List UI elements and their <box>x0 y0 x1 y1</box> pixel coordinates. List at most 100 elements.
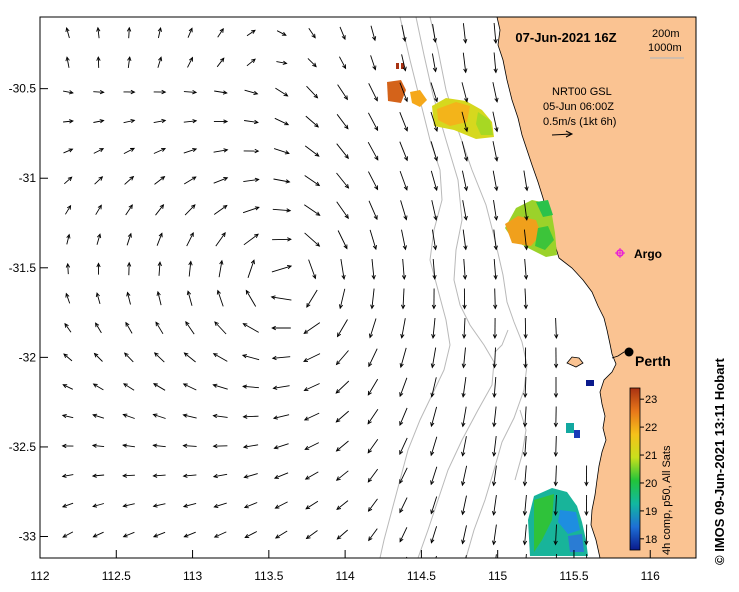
current-arrow <box>369 318 377 338</box>
current-arrowhead <box>271 355 277 361</box>
argo-marker <box>615 248 625 258</box>
current-arrowhead <box>344 124 349 130</box>
current-arrowhead <box>161 89 167 95</box>
current-arrowhead <box>492 451 497 457</box>
current-arrowhead <box>494 127 499 133</box>
current-arrowhead <box>344 183 350 189</box>
current-arrow <box>493 258 497 280</box>
current-arrowhead <box>270 295 276 300</box>
credit-text: © IMOS 09-Jun-2021 13:11 Hobart <box>712 358 727 565</box>
current-arrowhead <box>584 511 589 517</box>
current-arrowhead <box>192 147 198 153</box>
current-arrowhead <box>161 118 167 124</box>
x-tick-label: 112.5 <box>102 569 131 583</box>
current-arrow <box>525 553 527 558</box>
current-arrowhead <box>182 503 188 508</box>
current-arrow <box>431 347 437 368</box>
current-arrowhead <box>152 413 158 418</box>
current-arrowhead <box>430 422 435 428</box>
colorbar-tick-label: 22 <box>645 422 657 434</box>
current-arrow <box>64 561 73 567</box>
current-arrow <box>64 323 72 333</box>
current-arrow <box>367 378 379 396</box>
current-arrowhead <box>553 452 558 458</box>
current-arrowhead <box>62 384 68 389</box>
current-arrowhead <box>403 215 408 221</box>
current-arrow <box>93 120 104 123</box>
current-arrowhead <box>315 181 321 187</box>
current-arrow <box>213 205 228 215</box>
current-arrow <box>97 27 100 39</box>
current-arrowhead <box>96 26 101 32</box>
current-arrow <box>462 377 467 397</box>
current-arrow <box>275 87 288 97</box>
current-arrow <box>308 27 316 39</box>
current-arrowhead <box>462 275 468 281</box>
current-arrowhead <box>335 360 341 366</box>
current-arrow <box>336 172 349 189</box>
current-arrow <box>246 58 256 67</box>
current-arrow <box>127 57 131 68</box>
current-arrow <box>185 561 196 567</box>
current-arrow <box>336 500 349 510</box>
current-arrowhead <box>156 290 161 296</box>
current-arrow <box>367 408 379 425</box>
current-arrowhead <box>461 510 466 516</box>
current-arrowhead <box>493 215 499 221</box>
current-arrowhead <box>122 503 128 508</box>
current-arrowhead <box>67 176 73 182</box>
current-arrowhead <box>254 206 260 211</box>
current-arrow <box>95 205 102 215</box>
current-arrow <box>245 290 257 307</box>
colorbar-ticks: 18 19 20 21 22 23 <box>640 394 657 546</box>
current-arrow <box>399 497 408 513</box>
current-arrowhead <box>62 533 68 538</box>
current-arrowhead <box>304 445 310 450</box>
current-arrowhead <box>494 156 499 162</box>
current-arrowhead <box>303 387 309 392</box>
current-arrowhead <box>130 147 136 152</box>
current-arrowhead <box>462 569 465 573</box>
garden-island <box>566 356 584 368</box>
current-arrow <box>401 318 406 338</box>
current-arrowhead <box>461 392 466 398</box>
current-arrowhead <box>285 179 291 184</box>
current-arrow <box>244 531 258 538</box>
current-arrowhead <box>243 474 249 479</box>
current-arrow <box>400 347 407 368</box>
current-arrow <box>63 90 73 94</box>
current-arrow <box>63 353 73 362</box>
current-arrowhead <box>191 176 197 181</box>
current-arrow <box>96 234 101 245</box>
current-arrowhead <box>367 419 372 425</box>
current-arrow <box>214 531 227 538</box>
current-arrow <box>153 383 166 391</box>
current-arrowhead <box>65 262 71 268</box>
current-arrowhead <box>343 244 348 250</box>
current-arrow <box>339 56 346 69</box>
current-arrow <box>187 291 193 306</box>
current-arrowhead <box>313 93 319 99</box>
current-arrowhead <box>463 215 468 221</box>
current-arrowhead <box>271 325 277 331</box>
current-arrow <box>271 265 292 273</box>
current-arrow <box>157 291 162 306</box>
current-arrow <box>125 204 133 216</box>
current-arrow <box>123 474 135 477</box>
current-arrow <box>524 465 527 486</box>
current-arrow <box>336 114 349 129</box>
current-arrow <box>305 471 319 480</box>
current-arrow <box>272 208 291 212</box>
current-arrowhead <box>492 393 497 399</box>
current-arrow <box>157 57 162 68</box>
perth-label: Perth <box>635 353 671 369</box>
current-arrowhead <box>222 204 228 210</box>
current-arrow <box>123 531 135 538</box>
current-arrowhead <box>336 332 342 338</box>
current-arrow <box>214 321 227 335</box>
current-arrowhead <box>159 203 165 209</box>
current-arrow <box>183 383 197 391</box>
current-arrow <box>124 561 134 567</box>
current-arrowhead <box>553 393 559 399</box>
current-arrow <box>430 82 438 102</box>
